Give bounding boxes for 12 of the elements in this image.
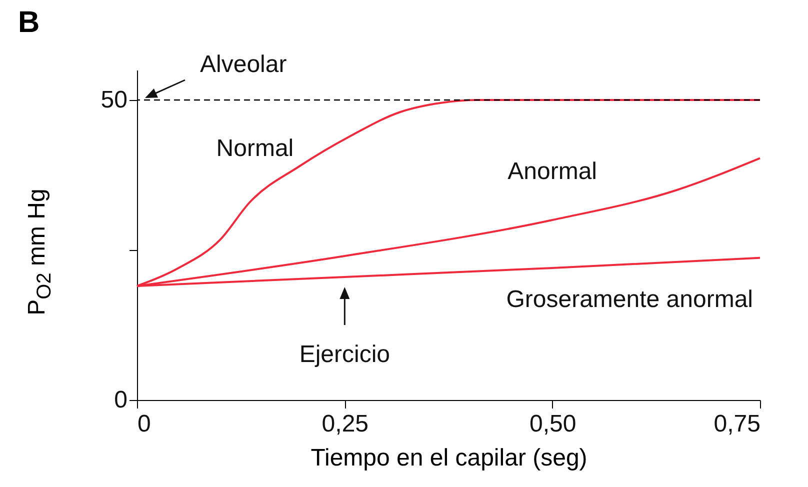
x-tick-label: 0,75 <box>714 410 760 438</box>
annotation: Ejercicio <box>299 341 390 368</box>
ref-line-label: Alveolar <box>200 51 287 78</box>
series-label: Anormal <box>508 158 598 185</box>
series-label: Groseramente anormal <box>506 286 753 313</box>
x-tick-label: 0,50 <box>529 410 576 438</box>
x-tick-label: 0 <box>138 410 151 438</box>
y-tick-label: 50 <box>100 86 128 114</box>
x-tick-label: 0,25 <box>322 410 369 438</box>
chart-title: B <box>18 6 40 40</box>
x-axis-title: Tiempo en el capilar (seg) <box>310 444 588 472</box>
series-label: Normal <box>216 135 294 162</box>
